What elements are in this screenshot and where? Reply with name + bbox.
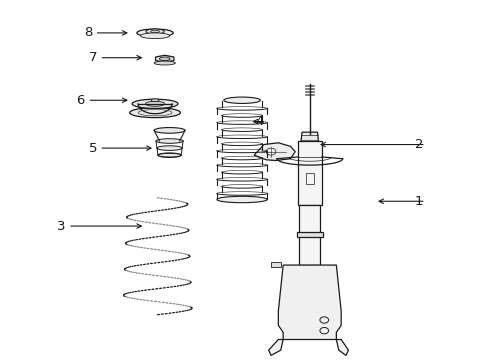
- Ellipse shape: [151, 99, 159, 102]
- Text: 7: 7: [88, 51, 97, 64]
- Ellipse shape: [132, 99, 178, 108]
- Text: 4: 4: [255, 115, 264, 128]
- Polygon shape: [270, 261, 280, 267]
- Ellipse shape: [158, 153, 181, 157]
- Polygon shape: [268, 339, 283, 355]
- Ellipse shape: [156, 139, 183, 143]
- Polygon shape: [278, 265, 341, 339]
- Ellipse shape: [217, 196, 266, 203]
- Polygon shape: [155, 55, 174, 62]
- Text: 5: 5: [88, 141, 97, 154]
- Ellipse shape: [150, 30, 159, 33]
- Ellipse shape: [154, 127, 184, 133]
- Polygon shape: [254, 143, 295, 161]
- Polygon shape: [301, 132, 318, 141]
- Ellipse shape: [157, 146, 182, 150]
- Polygon shape: [336, 339, 348, 355]
- Polygon shape: [299, 205, 320, 265]
- Ellipse shape: [159, 57, 170, 60]
- Polygon shape: [297, 141, 321, 205]
- Ellipse shape: [137, 29, 173, 37]
- Ellipse shape: [158, 153, 181, 157]
- Polygon shape: [296, 233, 322, 237]
- Text: 8: 8: [83, 26, 92, 39]
- Ellipse shape: [224, 97, 260, 103]
- Text: 2: 2: [414, 138, 423, 151]
- Text: 3: 3: [57, 220, 65, 233]
- Ellipse shape: [145, 101, 164, 106]
- Ellipse shape: [145, 29, 164, 34]
- Text: 6: 6: [77, 94, 85, 107]
- Ellipse shape: [154, 61, 175, 65]
- Text: 1: 1: [414, 195, 423, 208]
- Ellipse shape: [140, 33, 169, 39]
- Ellipse shape: [129, 108, 180, 118]
